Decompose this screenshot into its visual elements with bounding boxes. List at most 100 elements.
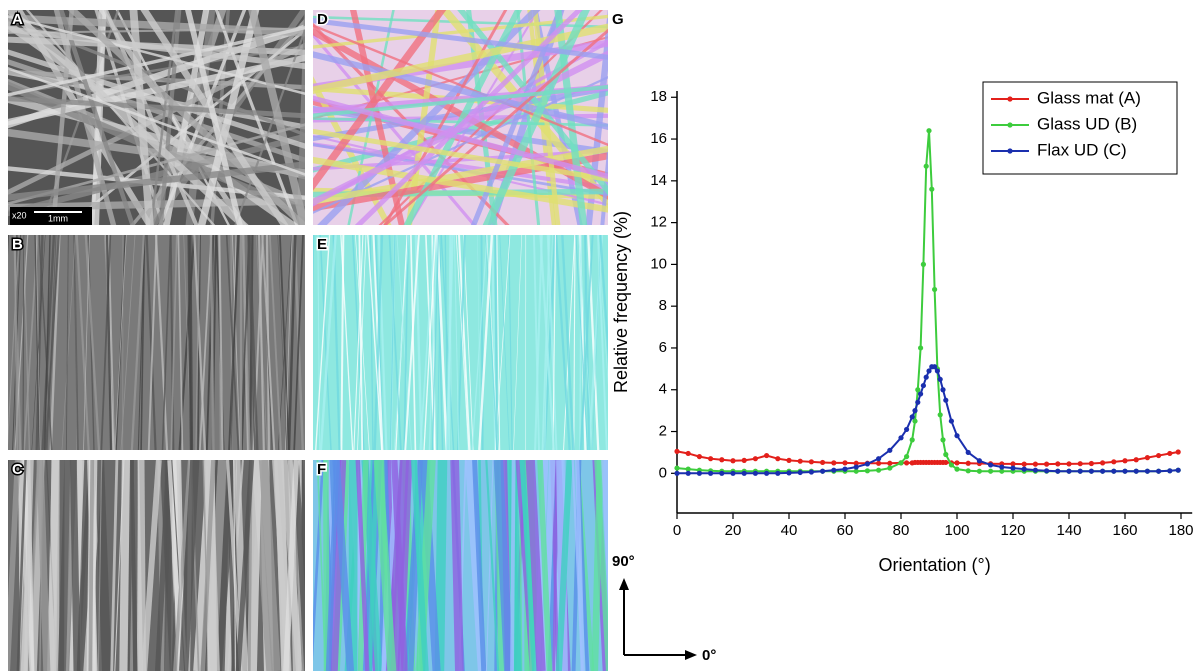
- fiber: [8, 25, 305, 97]
- fiber: [241, 235, 251, 450]
- micrographs: [8, 10, 608, 671]
- fiber: [594, 460, 608, 671]
- data-point: [988, 462, 994, 468]
- fiber: [513, 235, 522, 450]
- data-point: [876, 456, 882, 462]
- data-point: [764, 470, 770, 476]
- fiber: [437, 235, 442, 450]
- y-tick-label: 14: [650, 172, 667, 189]
- magnification: x20: [12, 210, 27, 220]
- fiber: [340, 235, 354, 450]
- fiber: [73, 235, 79, 450]
- fiber: [13, 235, 19, 450]
- fiber: [177, 235, 184, 450]
- fiber: [313, 51, 608, 130]
- fiber: [543, 235, 557, 450]
- data-point: [752, 470, 759, 476]
- fiber: [453, 235, 460, 450]
- fiber: [231, 235, 241, 450]
- data-point: [741, 457, 747, 463]
- data-point: [926, 368, 932, 374]
- fiber: [592, 235, 602, 450]
- fiber: [173, 460, 192, 671]
- data-point: [1055, 461, 1061, 467]
- fiber: [8, 235, 10, 256]
- fiber: [258, 235, 265, 450]
- data-point: [912, 418, 918, 424]
- fiber: [585, 10, 608, 225]
- fiber: [313, 84, 608, 118]
- data-point: [954, 466, 960, 472]
- legend-label: Glass mat (A): [1037, 88, 1141, 107]
- x-tick-label: 0: [673, 522, 681, 539]
- data-point: [719, 470, 725, 476]
- fiber: [130, 235, 145, 450]
- data-point: [1021, 461, 1027, 467]
- series-line: [677, 365, 1179, 475]
- data-point: [1167, 450, 1173, 457]
- data-point: [797, 469, 803, 476]
- fiber: [510, 460, 516, 671]
- data-point: [887, 465, 893, 471]
- fiber: [185, 10, 243, 225]
- data-point: [954, 433, 960, 439]
- data-point: [786, 457, 792, 463]
- fiber: [235, 460, 255, 671]
- y-tick-label: 0: [659, 464, 667, 481]
- y-tick-label: 2: [659, 422, 667, 439]
- fiber: [313, 235, 315, 299]
- fiber: [200, 460, 216, 671]
- fiber: [543, 235, 554, 450]
- x-tick-label: 40: [781, 522, 798, 539]
- x-tick-label: 80: [893, 522, 910, 539]
- data-point: [685, 470, 691, 476]
- panel-label: D: [317, 11, 328, 28]
- fiber: [214, 10, 299, 225]
- fiber: [313, 460, 325, 662]
- fiber: [508, 235, 513, 450]
- legend-label: Flax UD (C): [1037, 140, 1127, 159]
- fiber: [445, 235, 454, 450]
- y-tick-label: 4: [659, 381, 667, 398]
- fiber: [390, 460, 410, 671]
- data-point: [1077, 461, 1083, 467]
- data-point: [808, 459, 815, 465]
- fiber: [248, 235, 259, 450]
- fiber: [317, 235, 321, 450]
- fiber: [158, 10, 182, 225]
- fiber: [463, 235, 474, 450]
- data-point: [1088, 468, 1094, 474]
- fiber: [233, 460, 248, 671]
- texture: [8, 10, 305, 225]
- fiber: [472, 460, 487, 671]
- data-point: [1111, 459, 1117, 465]
- data-point: [923, 163, 929, 169]
- fiber: [332, 235, 341, 450]
- fiber: [140, 235, 146, 450]
- data-point: [943, 451, 949, 458]
- fiber: [519, 460, 538, 671]
- fiber: [601, 460, 608, 607]
- fiber: [533, 235, 540, 450]
- x-tick-label: 140: [1056, 522, 1081, 539]
- fiber: [597, 235, 608, 387]
- fiber: [8, 161, 305, 201]
- fiber: [428, 235, 438, 450]
- data-point: [786, 470, 792, 476]
- data-point: [864, 468, 871, 474]
- fiber: [16, 460, 27, 671]
- fiber: [141, 460, 162, 671]
- fiber: [482, 10, 590, 225]
- data-point: [696, 453, 703, 460]
- fiber: [8, 96, 305, 119]
- series-line: [676, 130, 1179, 473]
- fiber: [537, 460, 553, 671]
- fiber: [261, 235, 276, 450]
- data-point: [923, 374, 929, 380]
- data-point: [1055, 468, 1061, 474]
- data-point: [1175, 467, 1181, 473]
- fiber: [287, 235, 297, 450]
- fiber: [525, 460, 546, 671]
- fiber: [218, 235, 224, 450]
